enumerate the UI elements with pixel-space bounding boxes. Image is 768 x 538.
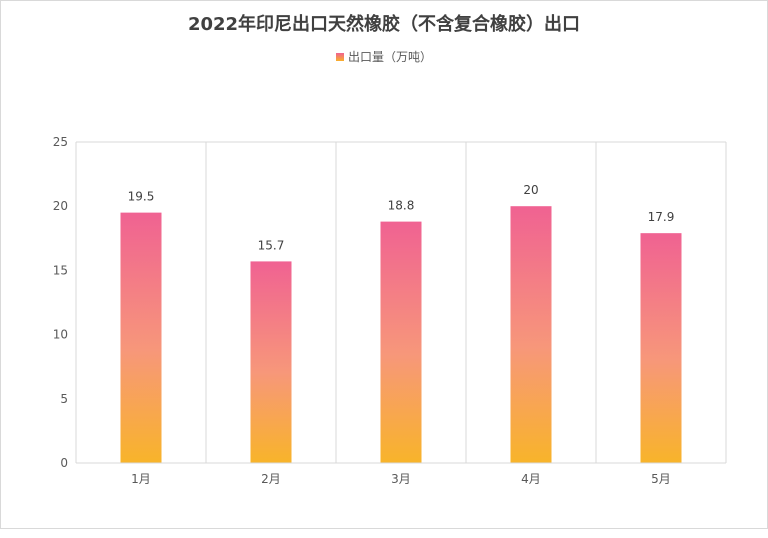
data-labels: 19.5 15.7 18.8 20 17.9	[128, 183, 675, 252]
x-tick-label: 5月	[651, 472, 671, 486]
bar	[120, 212, 162, 463]
bar	[380, 221, 422, 463]
x-tick-label: 1月	[131, 472, 151, 486]
y-tick-label: 20	[53, 199, 68, 213]
legend-label: 出口量（万吨）	[347, 50, 432, 64]
data-label: 17.9	[648, 210, 675, 224]
axes: 0 5 10 15 20 25 1月 2月 3月 4月 5月	[53, 135, 726, 486]
y-tick-label: 10	[53, 328, 68, 342]
y-tick-label: 5	[60, 392, 68, 406]
y-tick-label: 0	[60, 456, 68, 470]
data-label: 20	[523, 183, 538, 197]
bar	[640, 233, 682, 463]
data-label: 15.7	[258, 238, 285, 252]
grid-lines	[75, 141, 727, 463]
chart-title: 2022年印尼出口天然橡胶（不含复合橡胶）出口	[187, 14, 581, 35]
bars	[120, 206, 682, 463]
data-label: 19.5	[128, 190, 155, 204]
x-tick-label: 2月	[261, 472, 281, 486]
legend-swatch	[335, 52, 344, 61]
bar	[510, 206, 552, 463]
x-tick-label: 3月	[391, 472, 411, 486]
y-tick-label: 15	[53, 263, 68, 277]
data-label: 18.8	[388, 199, 415, 213]
y-tick-label: 25	[53, 135, 68, 149]
chart-legend[interactable]: 出口量（万吨）	[0, 48, 768, 65]
bar	[250, 261, 292, 463]
x-tick-label: 4月	[521, 472, 541, 486]
